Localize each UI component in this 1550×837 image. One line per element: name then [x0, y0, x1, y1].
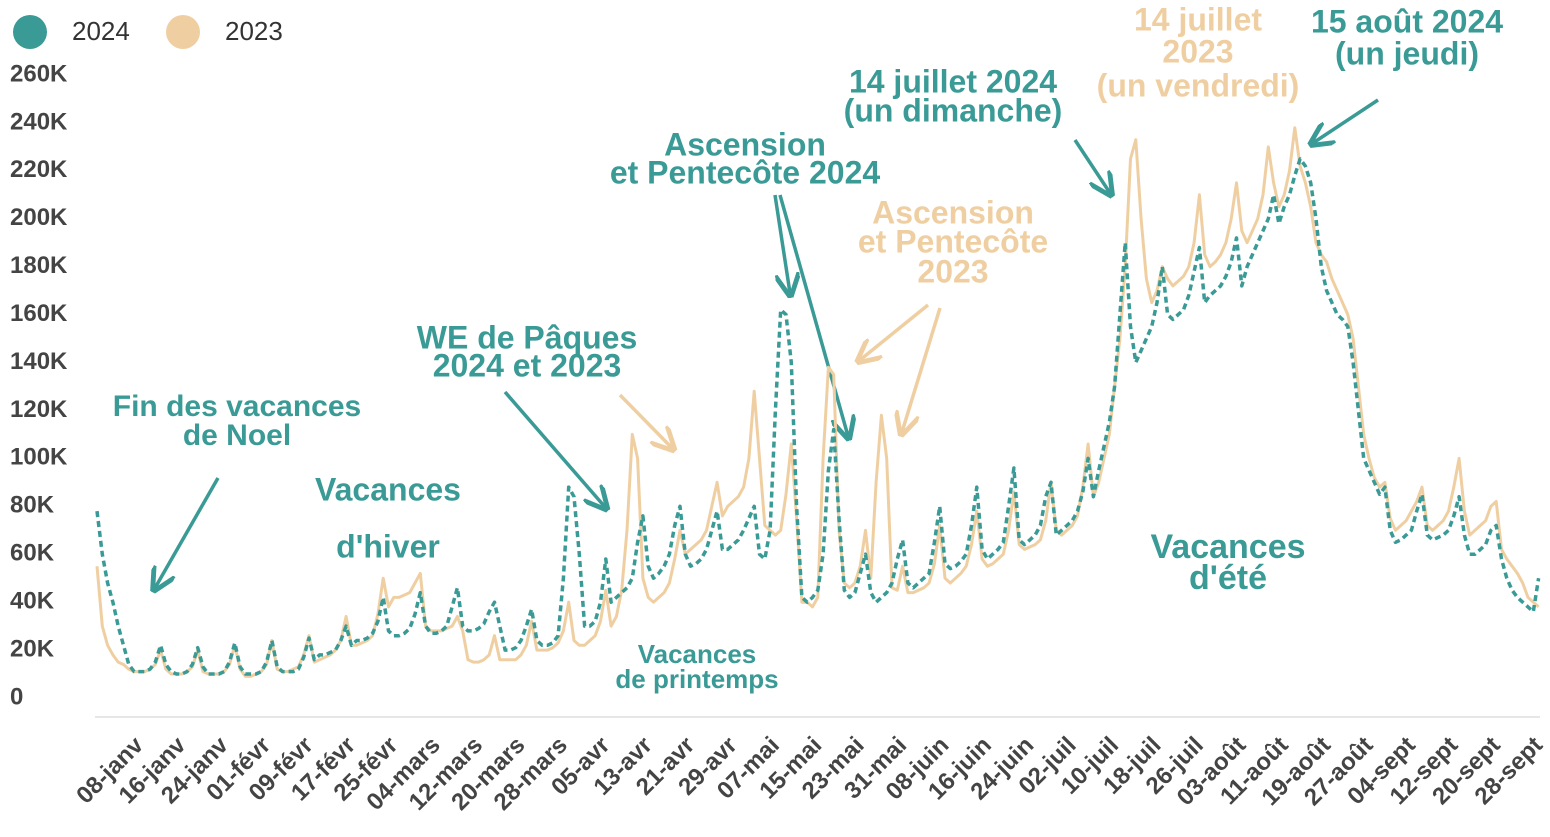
annotation: de printemps: [615, 664, 778, 694]
annotation: Fin des vacances: [113, 390, 361, 423]
legend-swatch: [13, 15, 47, 49]
y-tick-label: 160K: [10, 300, 68, 327]
arrow: [860, 303, 930, 360]
annotation: et Pentecôte 2024: [610, 154, 881, 190]
annotation: de Noel: [183, 419, 291, 452]
arrow: [1313, 98, 1379, 143]
annotation: Vacances: [638, 639, 757, 669]
y-tick-label: 220K: [10, 156, 68, 183]
legend-swatch: [166, 15, 200, 49]
y-tick-label: 120K: [10, 396, 68, 423]
annotation: 15 août 2024: [1311, 3, 1503, 39]
y-tick-label: 0: [10, 683, 23, 710]
annotation: WE de Pâques: [417, 319, 638, 355]
annotation: 2023: [917, 253, 988, 289]
arrow: [773, 194, 790, 293]
legend-label: 2023: [225, 16, 283, 46]
annotation: 14 juillet: [1134, 1, 1262, 37]
annotation: Ascension: [872, 194, 1034, 230]
y-tick-label: 60K: [10, 540, 55, 567]
legend-label: 2024: [72, 16, 130, 46]
arrow: [902, 307, 942, 432]
y-tick-label: 100K: [10, 444, 68, 471]
annotation: Ascension: [664, 126, 826, 162]
y-tick-label: 180K: [10, 252, 68, 279]
y-tick-label: 140K: [10, 348, 68, 375]
arrows: [155, 98, 1379, 588]
annotation: 2023: [1162, 33, 1233, 69]
annotation: d'hiver: [336, 528, 440, 564]
annotation: Vacances: [1150, 528, 1305, 566]
annotation: 14 juillet 2024: [849, 63, 1057, 99]
annotation: Vacances: [315, 471, 461, 507]
annotation: 2024 et 2023: [433, 347, 622, 383]
annotation: (un jeudi): [1335, 35, 1479, 71]
arrow: [155, 477, 220, 588]
y-tick-label: 260K: [10, 60, 68, 87]
annotation: et Pentecôte: [858, 223, 1048, 259]
y-tick-label: 20K: [10, 635, 55, 662]
annotation: (un dimanche): [844, 92, 1063, 128]
arrow: [1073, 139, 1110, 193]
annotation: d'été: [1189, 559, 1267, 597]
y-tick-label: 80K: [10, 492, 55, 519]
arrow: [503, 390, 605, 507]
y-tick-label: 40K: [10, 587, 55, 614]
arrow: [618, 393, 672, 448]
arrow: [778, 194, 848, 436]
y-tick-label: 240K: [10, 108, 68, 135]
y-tick-label: 200K: [10, 204, 68, 231]
series-line: [95, 157, 1541, 676]
annotation: (un vendredi): [1097, 67, 1300, 103]
